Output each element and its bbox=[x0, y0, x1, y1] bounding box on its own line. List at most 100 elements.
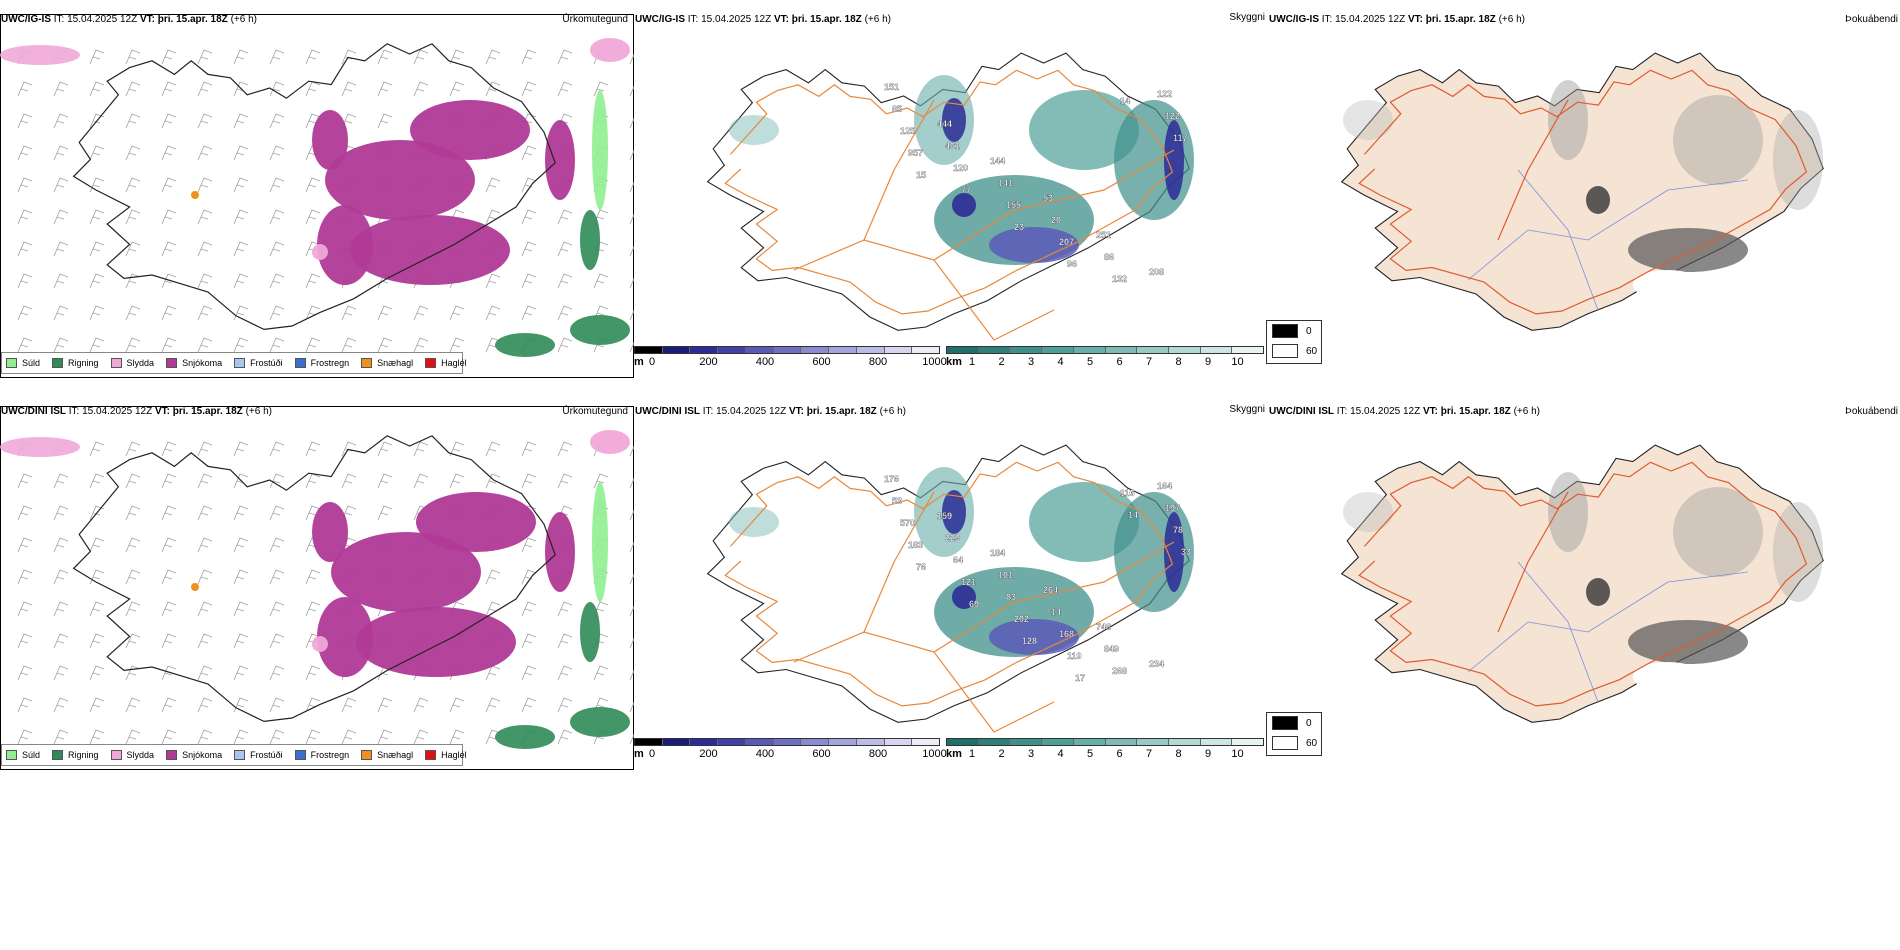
fog-legend-item: 60 bbox=[1267, 341, 1321, 361]
model-name: UWC/IG-IS bbox=[635, 14, 685, 25]
low-ceiling-area bbox=[989, 227, 1079, 263]
colorbar-segment bbox=[801, 739, 830, 745]
visibility-value: 168 bbox=[1059, 629, 1074, 639]
glacier-area bbox=[1633, 662, 1703, 692]
panel-header: UWC/IG-IS IT: 15.04.2025 12Z VT: þri. 15… bbox=[1269, 14, 1525, 25]
legend-swatch bbox=[294, 750, 306, 760]
rain-area bbox=[580, 210, 600, 270]
visibility-panel: 151 444 144 53 251 208 85 461 141 20 86 122 125 120 15… bbox=[634, 10, 1268, 380]
it-label: IT: bbox=[1321, 14, 1333, 25]
coastline bbox=[1340, 444, 1824, 723]
visibility-value: 33 bbox=[1181, 547, 1191, 557]
precip-type-map bbox=[0, 430, 634, 749]
visibility-map: 151 444 144 53 251 208 85 461 141 20 86 122 125 120 15… bbox=[706, 52, 1194, 341]
colorbar-tick: 400 bbox=[755, 748, 775, 760]
legend-swatch bbox=[110, 750, 122, 760]
vt-label: VT: bbox=[1422, 406, 1438, 417]
colorbar-segment bbox=[978, 739, 1011, 745]
legend-label: Súld bbox=[22, 358, 41, 368]
fog-legend-item: 0 bbox=[1267, 321, 1321, 341]
legend-swatch bbox=[425, 358, 437, 368]
fog-legend: 0 60 bbox=[1266, 712, 1322, 756]
legend-label: Haglél bbox=[441, 750, 467, 760]
sleet-area bbox=[312, 636, 328, 652]
colorbar-segment bbox=[1137, 739, 1169, 745]
it-value: 15.04.2025 12Z bbox=[82, 406, 153, 417]
colorbar-tick: 9 bbox=[1204, 356, 1212, 368]
snow-area bbox=[350, 215, 510, 285]
colorbar-segment bbox=[662, 347, 691, 353]
road-network bbox=[724, 461, 1175, 733]
colorbar-segment bbox=[1010, 739, 1043, 745]
colorbar-segment bbox=[773, 739, 802, 745]
colorbar-tick: 800 bbox=[868, 748, 888, 760]
precip-type-panel: UWC/DINI ISL IT: 15.04.2025 12Z VT: þri.… bbox=[0, 402, 634, 772]
legend-swatch bbox=[361, 358, 373, 368]
it-value: 15.04.2025 12Z bbox=[701, 14, 772, 25]
colorbar-segment bbox=[947, 739, 979, 745]
sleet-area bbox=[590, 38, 630, 62]
model-name: UWC/DINI ISL bbox=[635, 406, 700, 417]
sleet-area bbox=[0, 45, 80, 65]
fog-index-map bbox=[1340, 444, 1824, 723]
fog-legend-item: 60 bbox=[1267, 733, 1321, 753]
legend-label: Frostúði bbox=[250, 750, 283, 760]
fog-legend-value: 60 bbox=[1306, 737, 1318, 749]
visibility-value: 110 bbox=[1067, 651, 1082, 661]
colorbar-segment bbox=[829, 739, 857, 745]
visibility-value: 748 bbox=[1096, 622, 1111, 632]
panel-header: UWC/IG-IS IT: 15.04.2025 12Z VT: þri. 15… bbox=[635, 14, 891, 25]
colorbar-tick: 800 bbox=[868, 356, 888, 368]
model-name: UWC/DINI ISL bbox=[1, 406, 66, 417]
legend-label: Snjókoma bbox=[182, 750, 223, 760]
legend-item: Snæhagl bbox=[361, 750, 413, 760]
colorbar-segment bbox=[884, 739, 913, 745]
colorbar-unit: km bbox=[946, 748, 962, 760]
colorbar-segment bbox=[1105, 739, 1138, 745]
legend-item: Frostúði bbox=[234, 750, 283, 760]
fog-area bbox=[1548, 472, 1588, 552]
legend-item: Súld bbox=[6, 358, 40, 368]
drizzle-area bbox=[592, 90, 608, 210]
visibility-panel: 176 159 184 264 748 234 53 229 101 14 849 164 570 64 8… bbox=[634, 402, 1268, 772]
fog-area bbox=[1628, 228, 1748, 272]
visibility-value: 164 bbox=[1157, 481, 1172, 491]
legend-swatch bbox=[294, 358, 306, 368]
low-visibility-area bbox=[1029, 90, 1139, 170]
visibility-colorbar: km 1 2 3 4 5 6 7 8 9 10 bbox=[946, 738, 1268, 764]
low-ceiling-area bbox=[989, 619, 1079, 655]
visibility-value: 78 bbox=[1173, 525, 1183, 535]
legend-item: Slydda bbox=[110, 358, 154, 368]
low-ceiling-area bbox=[952, 585, 976, 609]
visibility-value: 96 bbox=[1067, 259, 1077, 269]
visibility-value: 264 bbox=[1043, 585, 1058, 595]
visibility-value: 229 bbox=[945, 533, 960, 543]
legend-label: Frostregn bbox=[310, 358, 350, 368]
visibility-value: 957 bbox=[908, 148, 923, 158]
fog-area bbox=[1628, 620, 1748, 664]
visibility-value: 251 bbox=[1096, 230, 1111, 240]
legend-item: Rigning bbox=[52, 750, 99, 760]
visibility-value: 155 bbox=[1006, 200, 1021, 210]
colorbar-segment bbox=[635, 347, 663, 353]
visibility-value: 117 bbox=[1173, 133, 1188, 143]
visibility-value: 183 bbox=[908, 540, 923, 550]
vt-label: VT: bbox=[139, 14, 155, 25]
it-label: IT: bbox=[1336, 406, 1348, 417]
colorbar-segment bbox=[1042, 739, 1074, 745]
visibility-value: 120 bbox=[953, 163, 968, 173]
visibility-value: 122 bbox=[1165, 111, 1180, 121]
visibility-value: 15 bbox=[916, 170, 926, 180]
visibility-value: 461 bbox=[945, 141, 960, 151]
fog-area bbox=[1586, 578, 1610, 606]
colorbar-segment bbox=[690, 347, 719, 353]
colorbar-tick: 10 bbox=[1231, 748, 1244, 760]
legend-item: Frostregn bbox=[294, 358, 350, 368]
legend-item: Slydda bbox=[110, 750, 154, 760]
colorbar-tick: 200 bbox=[699, 356, 718, 368]
colorbar-tick: 4 bbox=[1057, 748, 1064, 760]
visibility-value: 234 bbox=[1149, 659, 1164, 669]
visibility-value: 268 bbox=[1112, 666, 1127, 676]
visibility-colorbar: km 1 2 3 4 5 6 7 8 9 10 bbox=[946, 346, 1268, 372]
visibility-value: 76 bbox=[916, 562, 926, 572]
